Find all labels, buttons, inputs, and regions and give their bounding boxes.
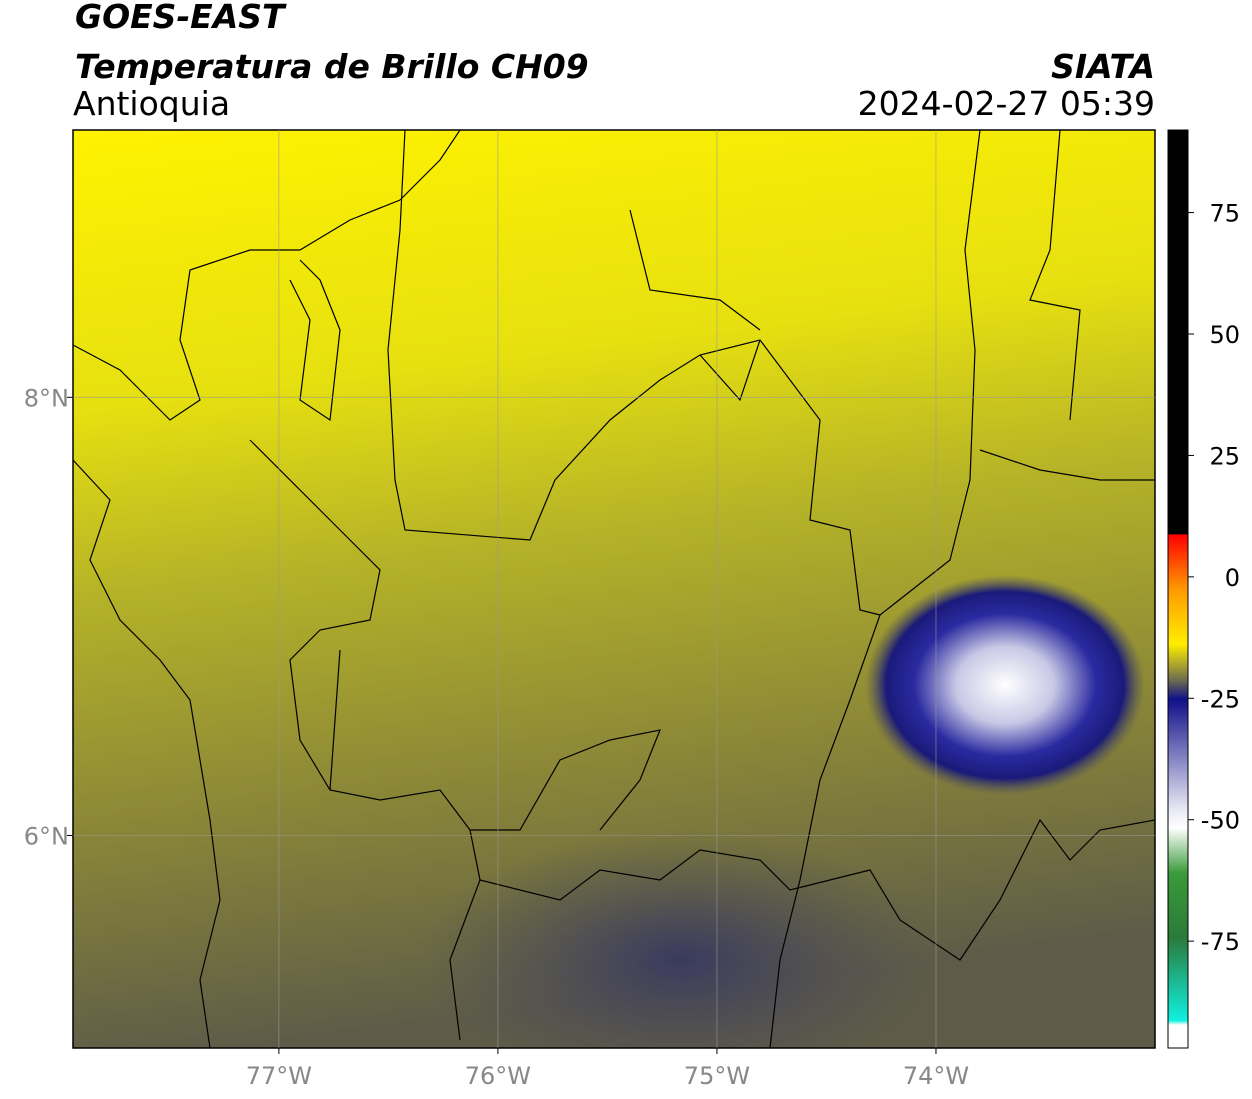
boundary: [629, 130, 1155, 481]
colorbar-tick-label: 25: [1209, 442, 1240, 470]
source-title: SIATA: [1051, 47, 1155, 86]
colorbar-tick-label: -75: [1201, 928, 1240, 956]
region-title: Antioquia: [73, 84, 230, 123]
y-tick-label: 8°N: [24, 384, 69, 412]
y-tick-label: 6°N: [24, 822, 69, 850]
boundary: [249, 439, 481, 1041]
satellite-title: GOES-EAST: [75, 0, 287, 36]
map-image: [73, 130, 1155, 1048]
colorbar-tick-label: 75: [1209, 200, 1240, 228]
colorbar-tick-label: -25: [1201, 685, 1240, 713]
x-tick-label: 75°W: [684, 1062, 750, 1090]
datetime: 2024-02-27 05:39: [858, 84, 1155, 123]
cloud-top: [865, 575, 1145, 795]
coastline: [73, 130, 461, 1048]
colorbar-tick-label: 50: [1209, 321, 1240, 349]
boundary: [329, 339, 881, 1048]
product-title: Temperatura de Brillo CH09: [75, 47, 589, 86]
colorbar: [1167, 129, 1189, 1049]
colorbar-tick-label: 0: [1225, 564, 1240, 592]
map-frame: [72, 129, 1156, 1049]
colorbar-tick-label: -50: [1201, 807, 1240, 835]
x-tick-label: 77°W: [246, 1062, 312, 1090]
boundary: [479, 818, 1155, 961]
x-tick-label: 76°W: [465, 1062, 531, 1090]
x-tick-label: 74°W: [903, 1062, 969, 1090]
